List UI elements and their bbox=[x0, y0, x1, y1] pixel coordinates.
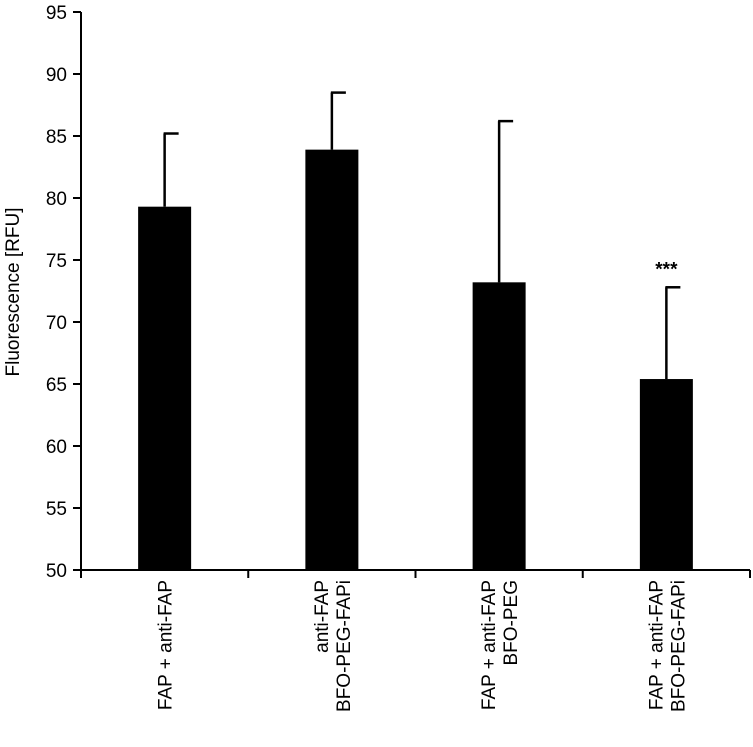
y-tick-label: 70 bbox=[46, 313, 67, 334]
bar bbox=[138, 206, 192, 570]
plot-area: 50 55 60 65 70 75 80 85 90 95 FAP + anti-FAP anti-F… bbox=[46, 3, 751, 712]
x-category-label: FAP + anti-FAP bbox=[479, 580, 500, 710]
y-tick-label: 50 bbox=[46, 561, 67, 582]
x-category-label: FAP + anti-FAP bbox=[156, 580, 177, 710]
x-category-label: BFO-PEG bbox=[501, 580, 522, 666]
significance-annotation: *** bbox=[655, 259, 678, 280]
y-tick-label: 75 bbox=[46, 251, 67, 272]
y-tick-label: 55 bbox=[46, 499, 67, 520]
y-axis-title: Fluorescence [RFU] bbox=[3, 208, 24, 377]
x-category-label: FAP + anti-FAP bbox=[646, 580, 667, 710]
y-tick-label: 80 bbox=[46, 189, 67, 210]
y-tick-label: 60 bbox=[46, 437, 67, 458]
y-tick-label: 95 bbox=[46, 3, 67, 24]
y-tick-label: 90 bbox=[46, 65, 67, 86]
bar bbox=[639, 379, 693, 570]
x-category-label: anti-FAP bbox=[312, 580, 333, 653]
x-category-label: BFO-PEG-FAPi bbox=[668, 580, 689, 712]
bar bbox=[472, 282, 526, 570]
x-category-label: BFO-PEG-FAPi bbox=[334, 580, 355, 712]
y-tick-label: 85 bbox=[46, 127, 67, 148]
y-tick-label: 65 bbox=[46, 375, 67, 396]
bar bbox=[305, 149, 359, 570]
